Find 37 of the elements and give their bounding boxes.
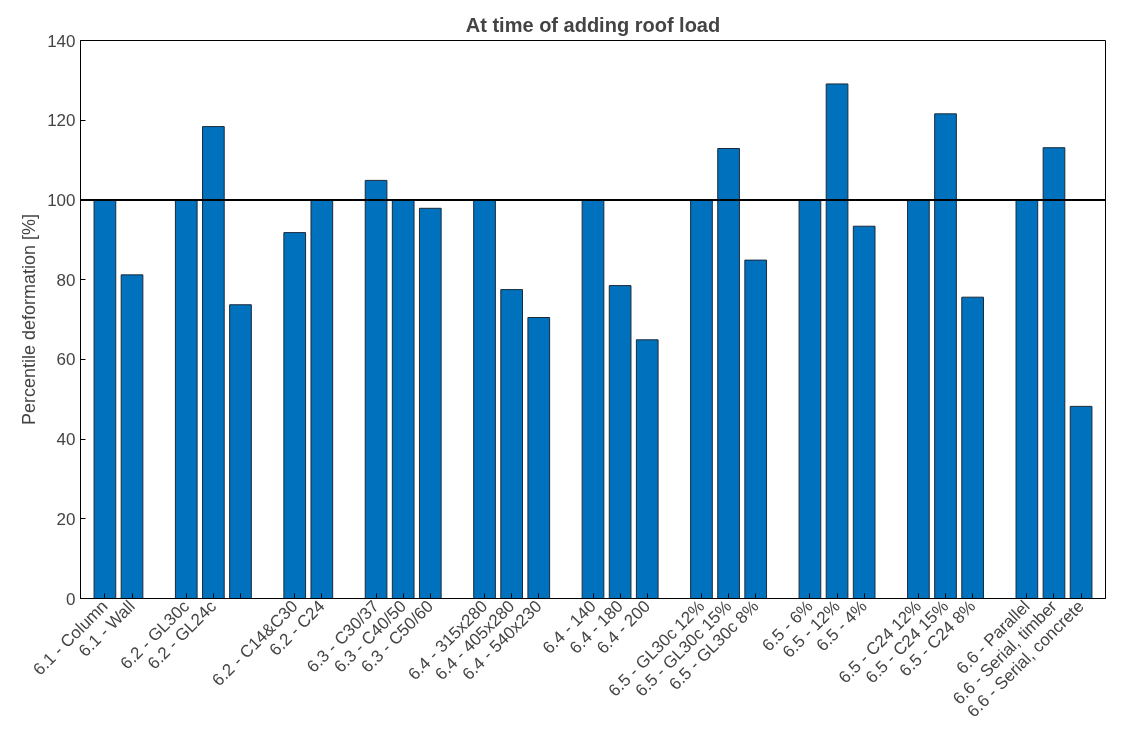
y-tick-label: 100: [47, 190, 76, 210]
bar: [1042, 147, 1066, 599]
bar: [473, 199, 496, 599]
y-tick-label: 120: [47, 111, 76, 131]
bar: [1069, 405, 1093, 599]
bar: [229, 304, 252, 599]
bar: [581, 199, 605, 599]
bar: [961, 296, 984, 599]
bar: [310, 199, 334, 599]
bar: [798, 199, 822, 599]
bar: [174, 199, 198, 599]
bar: [717, 148, 740, 599]
bar: [825, 83, 849, 599]
y-tick-label: 20: [56, 509, 76, 529]
bar: [744, 259, 768, 599]
y-axis-title: Percentile deformation [%]: [19, 213, 40, 426]
bar: [283, 232, 307, 599]
bar: [93, 199, 117, 599]
bar: [852, 225, 876, 599]
y-tick-label: 80: [56, 270, 76, 290]
bar: [934, 113, 957, 599]
bar: [1015, 199, 1039, 599]
bar: [608, 285, 632, 599]
bar: [907, 199, 930, 599]
y-tick-label: 40: [56, 430, 76, 450]
bar: [690, 199, 713, 599]
bar: [500, 289, 523, 599]
bar: [364, 179, 388, 599]
chart-title: At time of adding roof load: [465, 13, 721, 36]
bar: [527, 317, 551, 599]
bar: [391, 199, 415, 599]
y-tick-label: 60: [56, 350, 76, 370]
bar: [202, 126, 225, 599]
bar: [418, 207, 442, 599]
bar: [120, 274, 144, 599]
y-tick-label: 140: [47, 31, 76, 51]
bar: [635, 339, 659, 599]
